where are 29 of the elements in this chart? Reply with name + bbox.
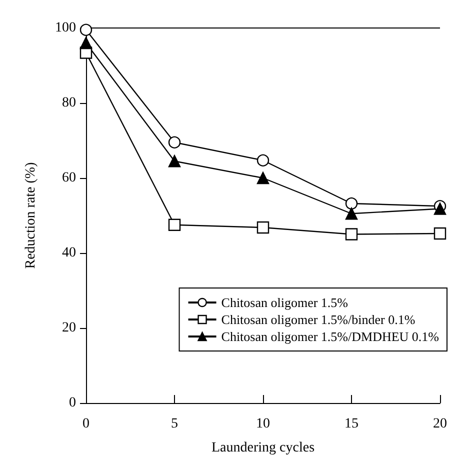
- y-tick-label: 0: [69, 396, 76, 410]
- point: [256, 172, 270, 184]
- point: [434, 227, 446, 240]
- x-tick-label: 15: [344, 416, 358, 432]
- y-tick-label: 40: [62, 246, 76, 260]
- x-tick-label: 10: [256, 416, 270, 432]
- legend-label: Chitosan oligomer 1.5%/binder 0.1%: [221, 312, 416, 327]
- point: [80, 24, 92, 36]
- point: [434, 202, 446, 215]
- point: [345, 208, 358, 220]
- point: [345, 197, 358, 210]
- point: [168, 136, 181, 148]
- x-tick-label: 0: [82, 416, 90, 432]
- point: [80, 36, 92, 50]
- point: [256, 154, 270, 166]
- y-tick-label: 60: [62, 170, 76, 186]
- x-tick-label: 20: [433, 416, 447, 432]
- y-tick-label: 100: [55, 20, 76, 36]
- y-axis-title: Reduction rate (%): [24, 162, 38, 269]
- x-axis-title: Laundering cycles: [211, 440, 315, 456]
- point: [345, 228, 358, 240]
- point: [168, 218, 181, 231]
- x-tick-label: 5: [171, 416, 178, 432]
- legend-label: Chitosan oligomer 1.5%/DMDHEU 0.1%: [221, 329, 440, 344]
- point: [256, 221, 270, 234]
- point: [168, 155, 181, 168]
- legend-label: Chitosan oligomer 1.5%: [221, 295, 348, 310]
- y-tick-label: 20: [62, 320, 76, 336]
- y-tick-label: 80: [62, 96, 76, 110]
